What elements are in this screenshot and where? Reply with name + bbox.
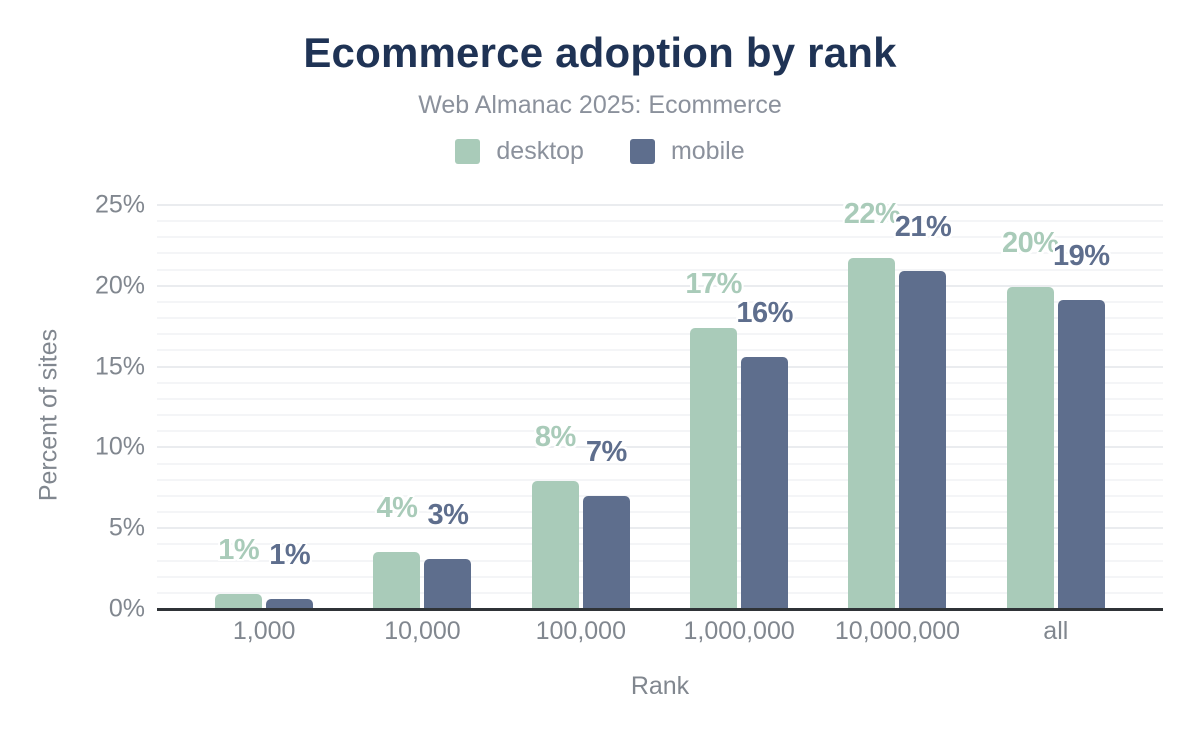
x-axis-tick-labels: 1,000 10,000 100,000 1,000,000 10,000,000 all — [157, 617, 1163, 645]
gridline-12pct — [157, 414, 1163, 417]
x-axis-title: Rank — [630, 672, 690, 700]
bar-group-all: 20% 19% — [977, 205, 1135, 609]
bar-mobile-10000[interactable]: 3% — [424, 500, 472, 609]
gridline-15pct — [157, 365, 1163, 368]
bar-desktop-10000[interactable]: 4% — [373, 494, 421, 609]
gridline-17pct — [157, 333, 1163, 336]
value-label-mobile-all: 19% — [1053, 240, 1110, 273]
bar-mobile-all[interactable]: 19% — [1053, 242, 1110, 609]
bar-group-1000000: 17% 16% — [660, 205, 818, 609]
value-label-mobile-1000: 1% — [269, 539, 311, 572]
bar-desktop-all[interactable]: 20% — [1002, 229, 1059, 609]
bar-group-100000: 8% 7% — [502, 205, 660, 609]
y-tick-0pct: 0% — [108, 594, 145, 623]
gridline-5pct — [157, 527, 1163, 530]
gridline-14pct — [157, 381, 1163, 384]
gridline-7pct — [157, 494, 1163, 497]
bar-group-10000000: 22% 21% — [818, 200, 976, 609]
bar-group-1000: 1% 1% — [185, 205, 343, 609]
x-tick-10000: 10,000 — [384, 617, 461, 645]
gridline-20pct — [157, 284, 1163, 287]
gridline-4pct — [157, 543, 1163, 546]
y-tick-25pct: 25% — [94, 190, 145, 219]
y-tick-10pct: 10% — [94, 432, 145, 461]
gridline-3pct — [157, 559, 1163, 562]
gridline-13pct — [157, 397, 1163, 400]
gridline-22pct — [157, 252, 1163, 255]
bar-mobile-100000[interactable]: 7% — [582, 437, 630, 609]
legend-label-desktop: desktop — [496, 137, 584, 165]
gridline-9pct — [157, 462, 1163, 465]
bar-desktop-10000000[interactable]: 22% — [844, 200, 901, 609]
gridline-18pct — [157, 317, 1163, 320]
x-tick-1000: 1,000 — [232, 617, 296, 645]
value-label-mobile-1000000: 16% — [736, 296, 793, 329]
legend: desktop mobile — [0, 139, 1200, 164]
value-label-mobile-10000000: 21% — [894, 211, 952, 244]
value-label-mobile-10000: 3% — [427, 498, 469, 531]
gridline-1pct — [157, 591, 1163, 594]
gridline-24pct — [157, 220, 1163, 223]
x-tick-100000: 100,000 — [535, 617, 626, 645]
bar-mobile-1000[interactable]: 1% — [266, 541, 314, 609]
legend-item-desktop[interactable]: desktop — [455, 139, 584, 164]
gridline-16pct — [157, 349, 1163, 352]
value-label-desktop-10000000: 22% — [843, 198, 901, 231]
value-label-desktop-100000: 8% — [534, 421, 576, 454]
gridline-11pct — [157, 430, 1163, 433]
chart-title: Ecommerce adoption by rank — [303, 29, 897, 76]
gridline-19pct — [157, 300, 1163, 303]
x-tick-10000000: 10,000,000 — [834, 617, 961, 645]
value-label-desktop-1000000: 17% — [685, 267, 742, 300]
gridline-6pct — [157, 511, 1163, 514]
y-tick-20pct: 20% — [94, 271, 145, 300]
x-tick-1000000: 1,000,000 — [683, 617, 795, 645]
value-label-desktop-1000: 1% — [218, 534, 260, 567]
bar-desktop-100000[interactable]: 8% — [531, 423, 579, 609]
bar-groups: 1% 1% 4% 3% 8% 7% 17% 16% 22% 21% 20% 19% — [157, 200, 1163, 609]
gridline-23pct — [157, 236, 1163, 239]
bar-mobile-10000000[interactable]: 21% — [895, 213, 952, 609]
y-axis-tick-labels: 0% 5% 10% 15% 20% 25% — [0, 192, 145, 621]
legend-label-mobile: mobile — [670, 137, 745, 165]
gridline-21pct — [157, 268, 1163, 271]
plot-area: 1% 1% 4% 3% 8% 7% 17% 16% 22% 21% 20% 19% — [157, 200, 1163, 611]
value-label-mobile-100000: 7% — [585, 435, 627, 468]
legend-swatch-mobile-icon — [629, 139, 655, 164]
gridline-8pct — [157, 478, 1163, 481]
legend-item-mobile[interactable]: mobile — [629, 137, 745, 165]
x-tick-all: all — [1043, 617, 1069, 645]
y-tick-5pct: 5% — [108, 513, 145, 542]
y-tick-15pct: 15% — [94, 352, 145, 381]
bar-desktop-1000[interactable]: 1% — [215, 536, 263, 609]
chart-subtitle: Web Almanac 2025: Ecommerce — [418, 91, 782, 119]
value-label-desktop-10000: 4% — [376, 492, 418, 525]
x-axis-line — [157, 608, 1163, 611]
legend-swatch-desktop-icon — [455, 139, 481, 164]
bar-desktop-1000000[interactable]: 17% — [685, 269, 742, 609]
gridline-25pct — [157, 204, 1163, 206]
bar-group-10000: 4% 3% — [343, 205, 501, 609]
value-label-desktop-all: 20% — [1002, 227, 1059, 260]
gridline-2pct — [157, 575, 1163, 578]
bar-mobile-1000000[interactable]: 16% — [736, 298, 793, 609]
gridline-10pct — [157, 446, 1163, 449]
